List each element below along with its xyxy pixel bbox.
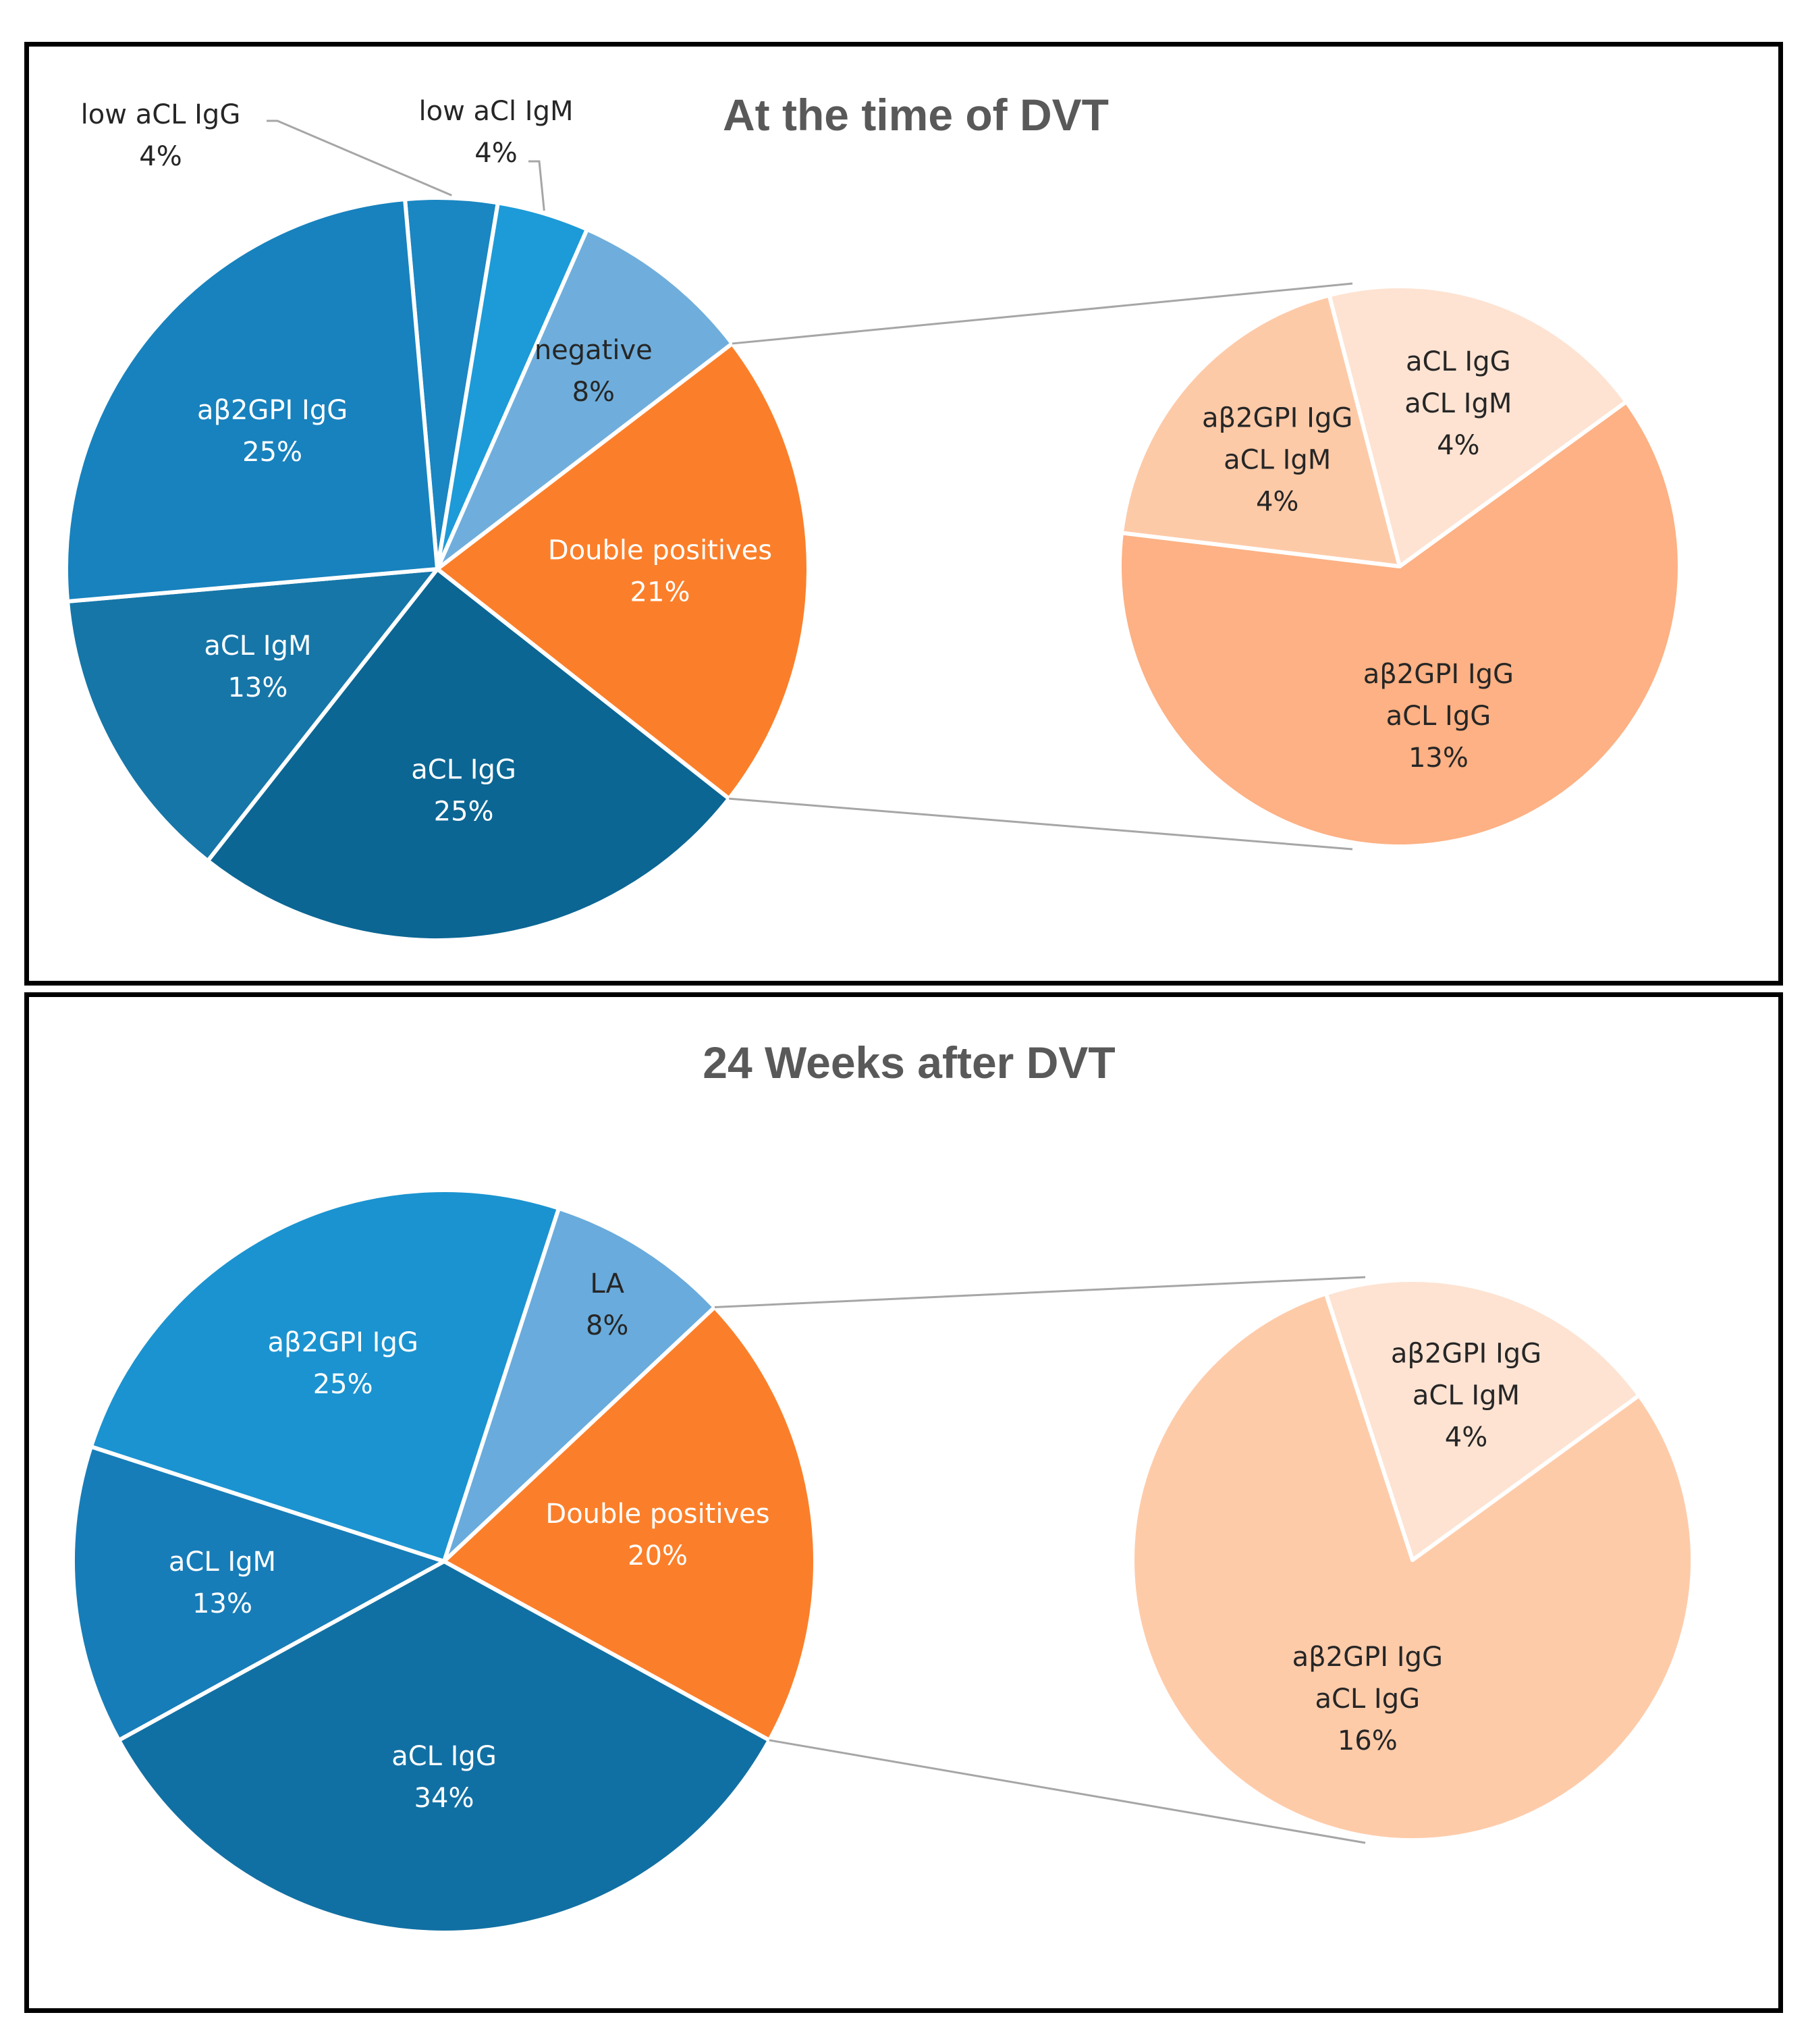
label-line: 34% — [414, 1783, 474, 1814]
label-line: 4% — [1445, 1422, 1487, 1453]
label-line: 4% — [1437, 430, 1479, 461]
label-line: aCL IgG — [391, 1741, 497, 1772]
label-line: 13% — [192, 1588, 252, 1619]
data-label-ab2gpi-igg: aβ2GPI IgG 25% — [197, 395, 348, 468]
label-line: aCL IgG — [411, 755, 516, 786]
chart-title: 24 Weeks after DVT — [703, 1038, 1115, 1087]
label-line: aCL IgM — [204, 630, 311, 662]
secondary-slice-ab2gpi-igg-acl-igm — [1323, 1278, 1641, 1562]
leader-line — [267, 119, 452, 196]
data-label-secondary-acl-igg-acl-igm: aCL IgG aCL IgM 4% — [1404, 346, 1512, 461]
pie-slice-acl-igg — [117, 1559, 771, 1935]
label-line: Double positives — [545, 1499, 769, 1530]
label-line: 25% — [242, 437, 302, 468]
data-label-low-acl-igm: low aCl IgM 4% — [419, 96, 574, 169]
data-label-acl-igm: aCL IgM 13% — [169, 1547, 276, 1619]
data-label-secondary-ab2gpi-igg-acl-igg: aβ2GPI IgG aCL IgG 16% — [1292, 1642, 1443, 1756]
label-line: 21% — [630, 576, 690, 608]
secondary-slice-ab2gpi-igg-acl-igg — [1118, 400, 1682, 849]
secondary-pie-group: aβ2GPI IgG aCL IgG 13%aβ2GPI IgG aCL IgM 4%a… — [1118, 284, 1682, 849]
chart-panel-24-weeks: 24 Weeks after DVT LA 8% Double positives 2… — [24, 992, 1783, 2013]
pie-chart-24-weeks: 24 Weeks after DVT LA 8% Double positives 2… — [71, 1038, 1695, 1935]
label-line: aCL IgM — [1413, 1380, 1520, 1411]
label-line: 4% — [474, 138, 517, 169]
label-line: aCL IgM — [1404, 388, 1512, 419]
label-line: 8% — [586, 1310, 628, 1341]
label-line: aβ2GPI IgG — [1363, 659, 1514, 690]
connector-line-top — [714, 1276, 1366, 1308]
label-line: aCL IgG — [1406, 346, 1511, 377]
label-line: aCL IgM — [1224, 445, 1331, 476]
label-line: aβ2GPI IgG — [268, 1327, 418, 1358]
pie-slice-acl-igm — [71, 1445, 446, 1742]
label-line: aβ2GPI IgG — [1292, 1642, 1443, 1673]
pie-group: low aCL IgG 4% low aCl IgM 4% negative 8% Doub… — [64, 96, 1353, 942]
label-line: 4% — [1256, 487, 1298, 518]
pie-slice-double-positives — [435, 341, 811, 801]
connector-line-bottom — [729, 797, 1353, 851]
pie-slice-acl-igg — [205, 567, 732, 942]
pie-group: LA 8% Double positives 20% aCL IgG 34% aCL IgM… — [71, 1188, 1366, 1935]
secondary-slice-ab2gpi-igg-acl-igg — [1130, 1291, 1695, 1842]
data-label-secondary-ab2gpi-igg-acl-igg: aβ2GPI IgG aCL IgG 13% — [1363, 659, 1514, 774]
label-line: low aCL IgG — [81, 99, 241, 130]
pie-slice-la — [442, 1206, 717, 1563]
label-line: aCL IgG — [1315, 1684, 1420, 1715]
label-line: negative — [535, 335, 653, 366]
label-line: Double positives — [548, 535, 772, 566]
data-label-secondary-ab2gpi-igg-acl-igm: aβ2GPI IgG aCL IgM 4% — [1391, 1338, 1541, 1453]
pie-slice-ab2gpi-igg — [88, 1188, 561, 1563]
label-line: 20% — [628, 1540, 688, 1571]
data-label-acl-igm: aCL IgM 13% — [204, 630, 311, 703]
data-label-ab2gpi-igg: aβ2GPI IgG 25% — [268, 1327, 418, 1400]
label-line: 8% — [572, 377, 615, 408]
label-line: aCL IgG — [1386, 701, 1491, 732]
label-line: 13% — [227, 672, 287, 703]
pie-chart-dvt: At the time of DVT low aCL IgG 4%low aCl … — [64, 90, 1682, 942]
label-line: 4% — [139, 141, 182, 172]
pie-slice-double-positives — [442, 1305, 817, 1742]
data-label-double-positives: Double positives 21% — [548, 535, 772, 608]
label-line: aCL IgM — [169, 1547, 276, 1578]
pie-slice-negative — [435, 227, 734, 571]
label-line: 16% — [1338, 1725, 1398, 1756]
label-line: LA — [590, 1268, 624, 1299]
data-label-double-positives: Double positives 20% — [545, 1499, 769, 1571]
secondary-slice-ab2gpi-igg-acl-igm — [1119, 293, 1402, 568]
chart-panel-dvt: At the time of DVT low aCL IgG 4% low aCl … — [24, 42, 1783, 986]
chart-title: At the time of DVT — [723, 90, 1109, 140]
connector-line-top — [732, 282, 1353, 345]
label-line: 13% — [1408, 743, 1469, 774]
connector-line-bottom — [769, 1739, 1366, 1844]
data-label-secondary-ab2gpi-igg-acl-igm: aβ2GPI IgG aCL IgM 4% — [1202, 403, 1352, 518]
data-label-la: LA 8% — [586, 1268, 628, 1341]
leader-line — [528, 160, 545, 211]
pie-slice-ab2gpi-igg — [64, 197, 439, 603]
label-line: low aCl IgM — [419, 96, 574, 127]
pie-slice-acl-igm — [65, 567, 439, 863]
data-label-acl-igg: aCL IgG 25% — [411, 755, 516, 828]
label-line: 25% — [313, 1369, 373, 1400]
secondary-slice-acl-igg-acl-igm — [1327, 284, 1628, 568]
data-label-negative: negative 8% — [535, 335, 653, 408]
label-line: aβ2GPI IgG — [1202, 403, 1352, 434]
label-line: aβ2GPI IgG — [1391, 1338, 1541, 1369]
label-line: 25% — [434, 797, 494, 828]
secondary-pie-group: aβ2GPI IgG aCL IgG 16% aβ2GPI IgG aCL IgM 4% — [1130, 1278, 1695, 1842]
label-line: aβ2GPI IgG — [197, 395, 348, 426]
data-label-low-acl-igg: low aCL IgG 4% — [81, 99, 241, 172]
data-label-acl-igg: aCL IgG 34% — [391, 1741, 497, 1814]
